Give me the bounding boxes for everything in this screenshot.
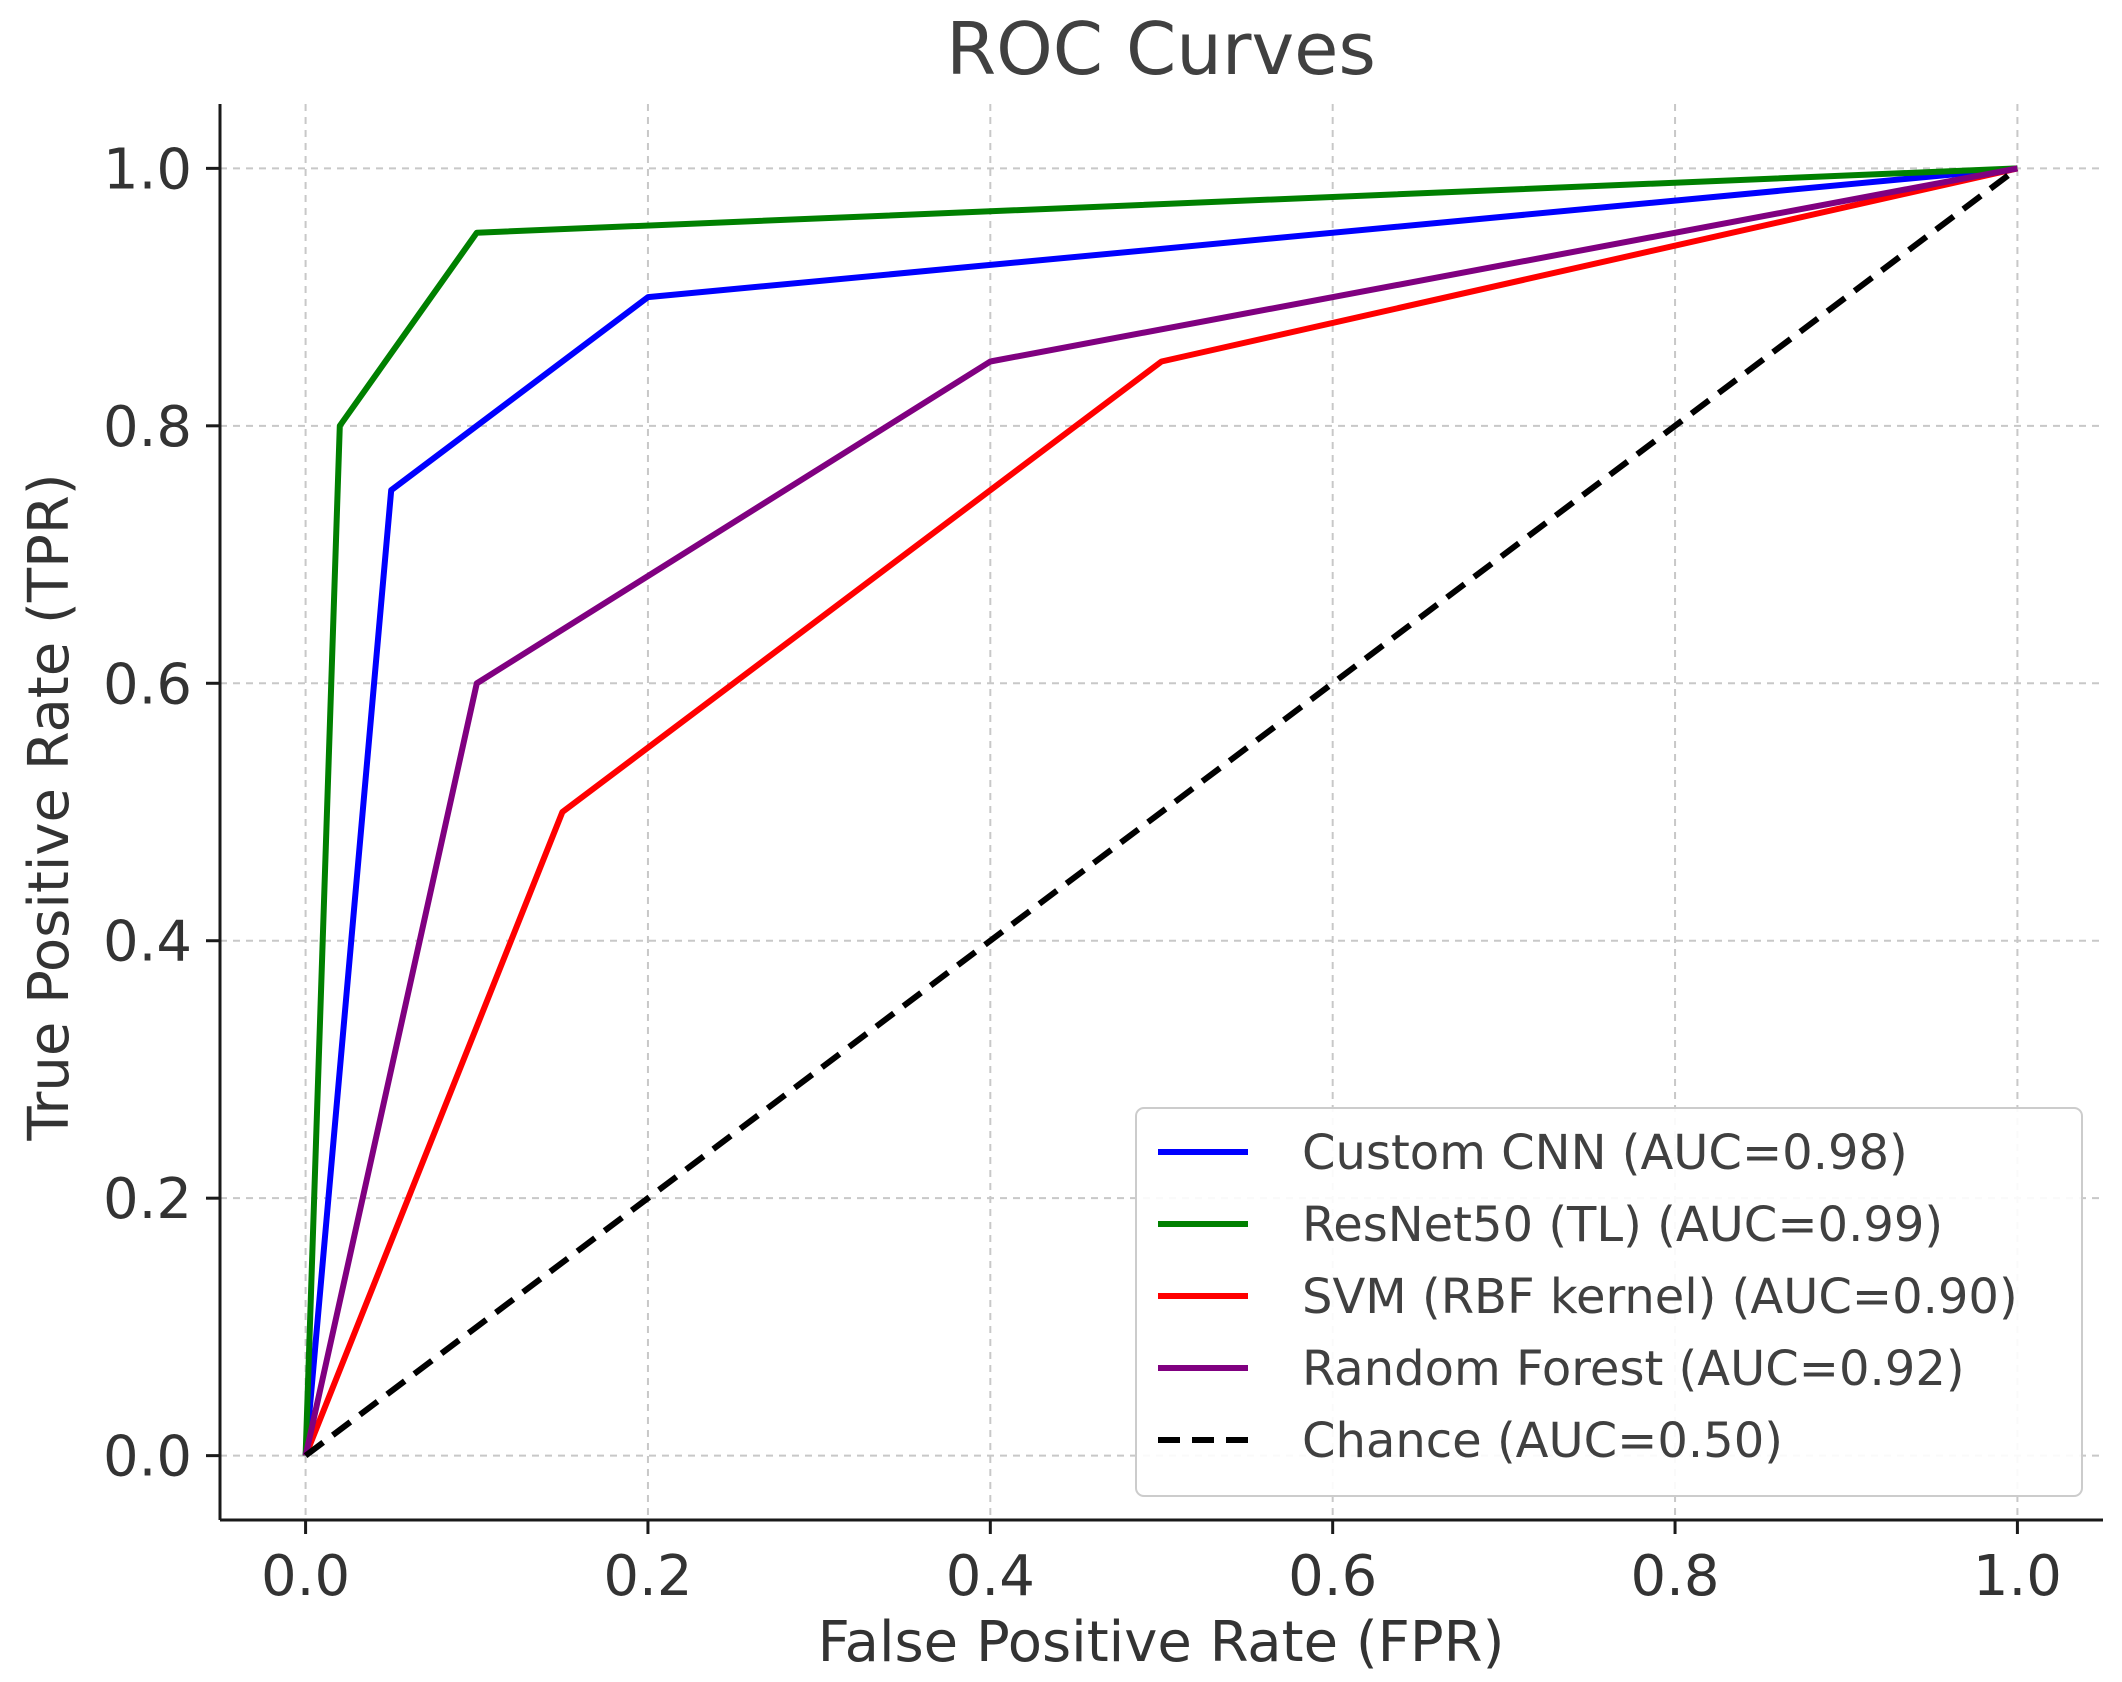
series-line-0: [302, 165, 2018, 1456]
y-tick-label: 0.4: [103, 910, 192, 975]
series-line-4: [303, 166, 2020, 1458]
legend-label-4: Chance (AUC=0.50): [1302, 1413, 1783, 1469]
legend: Custom CNN (AUC=0.98) ResNet50 (TL) (AUC=…: [1135, 1107, 2083, 1497]
chart-title: ROC Curves: [946, 7, 1376, 91]
y-tick-label: 0.6: [103, 652, 192, 717]
x-tick-label: 0.0: [261, 1544, 350, 1609]
series-line-3: [302, 165, 2018, 1457]
legend-box: [1135, 1107, 2083, 1497]
y-tick-label: 0.2: [103, 1167, 192, 1232]
x-tick-label: 0.6: [1288, 1544, 1377, 1609]
series-line-2: [302, 165, 2019, 1457]
axis-spines: [218, 104, 2103, 1522]
legend-label-1: ResNet50 (TL) (AUC=0.99): [1302, 1197, 1943, 1253]
x-tick-label: 0.8: [1631, 1544, 1720, 1609]
legend-label-3: Random Forest (AUC=0.92): [1302, 1341, 1965, 1397]
y-tick-label: 0.0: [103, 1425, 192, 1490]
x-axis-label: False Positive Rate (FPR): [818, 1610, 1505, 1675]
legend-label-0: Custom CNN (AUC=0.98): [1302, 1125, 1908, 1181]
y-axis-ticks: 0.0 0.2 0.4 0.6 0.8 1.0: [103, 137, 220, 1490]
x-tick-label: 1.0: [1973, 1544, 2062, 1609]
series-lines: [302, 165, 2020, 1458]
legend-label-2: SVM (RBF kernel) (AUC=0.90): [1302, 1269, 2018, 1325]
x-axis-ticks: 0.0 0.2 0.4 0.6 0.8 1.0: [261, 1520, 2062, 1609]
x-tick-label: 0.2: [603, 1544, 692, 1609]
series-line-1: [302, 165, 2018, 1456]
y-tick-label: 0.8: [103, 395, 192, 460]
y-tick-label: 1.0: [103, 137, 192, 202]
x-tick-label: 0.4: [946, 1544, 1035, 1609]
y-axis-label: True Positive Rate (TPR): [17, 473, 82, 1141]
